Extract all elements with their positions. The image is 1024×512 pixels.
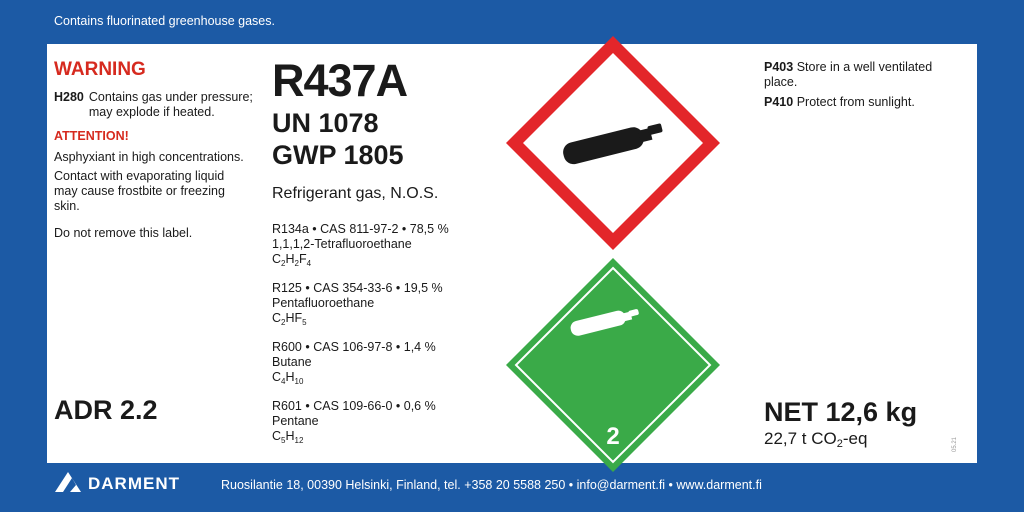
component-name: 1,1,1,2-Tetrafluoroethane bbox=[272, 237, 412, 251]
warning: WARNING bbox=[54, 59, 146, 80]
component-name: Pentafluoroethane bbox=[272, 296, 375, 310]
product-name: R437A bbox=[272, 55, 408, 106]
formula-part: F bbox=[298, 252, 307, 266]
formula: C5H12 bbox=[272, 429, 492, 448]
attention: ATTENTION! bbox=[54, 129, 129, 143]
adr-diamond bbox=[506, 258, 720, 472]
component-line: R134a • CAS 811-97-2 • 78,5 % bbox=[272, 222, 449, 236]
component-name: Butane bbox=[272, 355, 312, 369]
un-number: UN 1078 bbox=[272, 108, 379, 138]
gas-cylinder-white bbox=[570, 309, 639, 336]
h-code: H280 bbox=[54, 90, 84, 104]
components: R134a • CAS 811-97-2 • 78,5 % 1,1,1,2-Te… bbox=[272, 222, 492, 458]
co2-sub: 2 bbox=[836, 438, 843, 450]
net-weight: NET 12,6 kg bbox=[764, 397, 918, 427]
formula-sub: 2 bbox=[294, 259, 299, 268]
logo-mark bbox=[55, 472, 81, 492]
note: Asphyxiant in high concentrations. bbox=[54, 150, 244, 164]
formula-part: H bbox=[285, 252, 295, 266]
logo-cut bbox=[63, 478, 76, 492]
formula-sub: 10 bbox=[294, 377, 304, 386]
co2-part: -eq bbox=[842, 429, 868, 448]
notes: Asphyxiant in high concentrations. Conta… bbox=[54, 150, 259, 241]
formula-sub: 4 bbox=[306, 259, 312, 268]
co2-eq: 22,7 t CO2-eq bbox=[764, 429, 867, 450]
label-panel bbox=[47, 44, 977, 463]
component-line: R600 • CAS 106-97-8 • 1,4 % bbox=[272, 340, 436, 354]
formula-part: C bbox=[272, 370, 282, 384]
header-notice: Contains fluorinated greenhouse gases. bbox=[54, 14, 275, 28]
p403: P403 Store in a well ventilated place. bbox=[764, 60, 954, 90]
p-text: Protect from sunlight. bbox=[796, 95, 915, 109]
formula: C4H10 bbox=[272, 370, 492, 389]
h-line: Contains gas under pressure; bbox=[88, 90, 253, 104]
brand: DARMENT bbox=[88, 474, 180, 493]
h280: H280 Contains gas under pressure; may ex… bbox=[54, 90, 253, 120]
h-text: Contains gas under pressure; may explode… bbox=[89, 90, 253, 120]
component-line: R601 • CAS 109-66-0 • 0,6 % bbox=[272, 399, 436, 413]
adr-inner-line bbox=[514, 266, 712, 464]
formula-part: C bbox=[272, 429, 282, 443]
component: R600 • CAS 106-97-8 • 1,4 % Butane C4H10 bbox=[272, 340, 492, 399]
formula-part: H bbox=[285, 429, 295, 443]
print-code: 05.21 bbox=[952, 436, 958, 452]
description: Refrigerant gas, N.O.S. bbox=[272, 185, 439, 202]
gas-cylinder bbox=[563, 123, 663, 165]
formula-part: HF bbox=[285, 311, 303, 325]
formula-sub: 2 bbox=[281, 318, 286, 327]
co2-part: 22,7 t CO bbox=[764, 429, 837, 448]
adr: ADR 2.2 bbox=[54, 395, 158, 425]
component-name: Pentane bbox=[272, 414, 319, 428]
component: R601 • CAS 109-66-0 • 0,6 % Pentane C5H1… bbox=[272, 399, 492, 458]
component: R125 • CAS 354-33-6 • 19,5 % Pentafluoro… bbox=[272, 281, 492, 340]
formula-sub: 5 bbox=[281, 436, 286, 445]
component-line: R125 • CAS 354-33-6 • 19,5 % bbox=[272, 281, 443, 295]
formula-part: H bbox=[285, 370, 295, 384]
note: Contact with evaporating liquid may caus… bbox=[54, 169, 225, 213]
component: R134a • CAS 811-97-2 • 78,5 % 1,1,1,2-Te… bbox=[272, 222, 492, 281]
address: Ruosilantie 18, 00390 Helsinki, Finland,… bbox=[221, 478, 762, 492]
h-line: may explode if heated. bbox=[88, 105, 215, 119]
formula-sub: 2 bbox=[281, 259, 286, 268]
adr-class: 2 bbox=[606, 423, 619, 450]
formula: C2H2F4 bbox=[272, 252, 492, 271]
formula-sub: 4 bbox=[281, 377, 286, 386]
formula-sub: 12 bbox=[294, 436, 304, 445]
formula-sub: 5 bbox=[302, 318, 307, 327]
formula-part: C bbox=[272, 252, 282, 266]
gwp: GWP 1805 bbox=[272, 140, 404, 170]
p410: P410 Protect from sunlight. bbox=[764, 95, 915, 110]
p-code: P410 bbox=[764, 95, 794, 109]
note: Do not remove this label. bbox=[54, 226, 193, 240]
p-text: Store in a well ventilated place. bbox=[764, 60, 933, 89]
p-code: P403 bbox=[764, 60, 794, 74]
formula-part: C bbox=[272, 311, 282, 325]
formula: C2HF5 bbox=[272, 311, 492, 330]
